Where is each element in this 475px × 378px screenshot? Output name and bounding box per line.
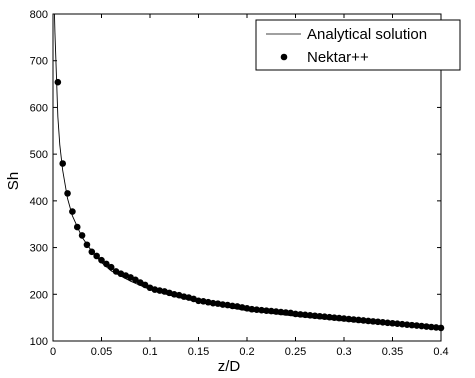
data-point-nektar: [69, 208, 76, 215]
data-point-nektar: [88, 248, 96, 256]
data-point-nektar: [267, 307, 275, 315]
data-point-nektar: [340, 315, 348, 322]
data-point-nektar: [394, 320, 401, 328]
legend: Analytical solution Nektar++: [255, 19, 461, 71]
data-point-nektar: [418, 322, 425, 330]
data-point-nektar: [258, 306, 265, 314]
data-point-nektar: [369, 318, 377, 325]
data-point-nektar: [408, 321, 416, 329]
x-tick-label: 0.15: [188, 346, 209, 358]
y-tick-label: 100: [30, 336, 48, 348]
data-point-nektar: [253, 306, 260, 314]
data-point-nektar: [350, 316, 358, 323]
data-point-nektar: [229, 302, 236, 310]
data-point-nektar: [93, 252, 100, 260]
data-point-nektar: [364, 317, 372, 325]
data-point-nektar: [360, 317, 367, 324]
x-tick-label: 0.3: [336, 346, 351, 358]
data-point-nektar: [403, 321, 411, 328]
y-tick-label: 400: [30, 196, 48, 208]
legend-marker-sample: [280, 53, 288, 61]
x-tick-label: 0: [50, 346, 56, 358]
y-tick-label: 500: [30, 149, 48, 161]
y-tick-label: 600: [30, 102, 48, 114]
x-axis-label: z/D: [218, 358, 241, 375]
data-point-nektar: [326, 313, 333, 321]
data-point-nektar: [73, 223, 81, 231]
data-point-nektar: [432, 324, 440, 331]
y-tick-label: 300: [30, 243, 48, 255]
data-point-nektar: [209, 299, 217, 307]
data-point-nektar: [98, 256, 105, 264]
data-point-nektar: [398, 320, 406, 328]
data-point-nektar: [306, 312, 314, 319]
data-point-nektar: [345, 315, 353, 323]
data-point-nektar: [64, 190, 71, 197]
y-axis-label: Sh: [5, 172, 22, 190]
data-point-nektar: [78, 232, 86, 239]
data-point-nektar: [141, 281, 149, 289]
x-tick-label: 0.25: [285, 346, 306, 358]
data-point-nektar: [384, 319, 391, 327]
data-point-nektar: [195, 297, 202, 305]
x-tick-label: 0.4: [433, 346, 448, 358]
x-tick-label: 0.35: [382, 346, 403, 358]
data-point-nektar: [248, 305, 256, 313]
data-point-nektar: [374, 318, 382, 326]
data-point-nektar: [132, 276, 139, 284]
data-point-nektar: [59, 160, 66, 167]
legend-label-analytical: Analytical solution: [307, 26, 427, 43]
data-point-nektar: [83, 241, 91, 249]
data-point-nektar: [301, 311, 309, 319]
y-tick-label: 700: [30, 56, 48, 68]
data-point-nektar: [282, 309, 290, 316]
data-point-nektar: [292, 310, 299, 318]
data-point-nektar: [107, 263, 115, 271]
data-point-nektar: [355, 316, 362, 324]
data-point-nektar: [311, 312, 319, 320]
data-point-nektar: [389, 319, 396, 327]
x-tick-label: 0.05: [91, 346, 112, 358]
x-tick-label: 0.1: [142, 346, 157, 358]
data-point-nektar: [219, 301, 227, 308]
data-point-nektar: [272, 308, 280, 315]
legend-box: [255, 19, 461, 71]
y-tick-label: 800: [30, 9, 48, 21]
data-point-nektar: [423, 323, 430, 330]
data-point-nektar: [379, 319, 387, 326]
legend-label-nektar: Nektar++: [307, 49, 369, 66]
data-point-nektar: [335, 314, 343, 322]
data-point-nektar: [316, 312, 324, 320]
data-point-nektar: [277, 308, 285, 316]
data-point-nektar: [54, 78, 62, 86]
data-point-nektar: [103, 260, 110, 268]
y-tick-label: 200: [30, 289, 48, 301]
data-point-nektar: [413, 322, 421, 329]
x-tick-label: 0.2: [239, 346, 254, 358]
data-point-nektar: [321, 313, 328, 321]
data-point-nektar: [428, 323, 435, 331]
data-point-nektar: [263, 307, 270, 314]
data-point-nektar: [331, 314, 338, 321]
data-point-nektar: [297, 311, 304, 318]
